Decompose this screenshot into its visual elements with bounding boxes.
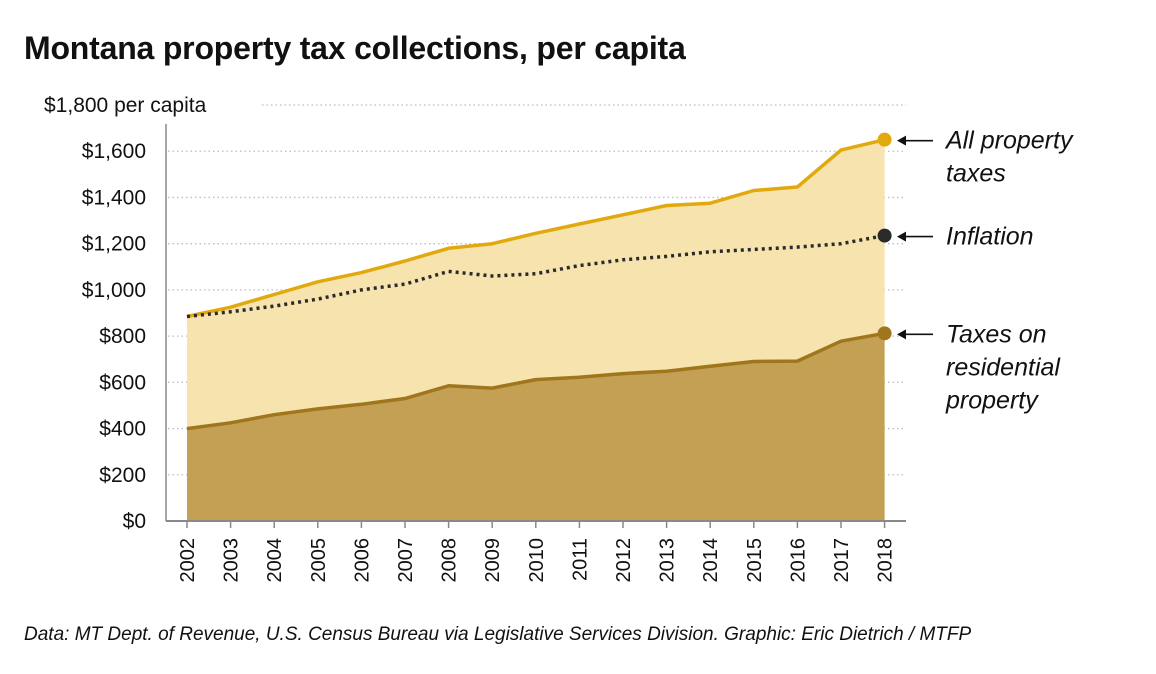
residential-taxes-point-2007 bbox=[403, 397, 407, 401]
inflation-point-2007 bbox=[403, 282, 407, 286]
inflation-point-2014 bbox=[708, 250, 712, 254]
all-property-taxes-point-2005 bbox=[316, 280, 320, 284]
residential-taxes-point-2013 bbox=[665, 369, 669, 373]
y-tick-label-600: $600 bbox=[99, 371, 146, 394]
residential-taxes-end-marker bbox=[877, 326, 892, 341]
inflation-point-2015 bbox=[752, 247, 756, 251]
residential-taxes-point-2005 bbox=[316, 407, 320, 411]
all-property-taxes-point-2016 bbox=[795, 185, 799, 189]
annotation-label-1-0: Inflation bbox=[946, 223, 1034, 251]
y-tick-label-800: $800 bbox=[99, 325, 146, 348]
x-tick-labels: 2002 2003 2004 2005 2006 2007 2008 2009 2010 2011… bbox=[177, 538, 897, 583]
inflation-point-2011 bbox=[577, 264, 581, 268]
annotation-arrowhead-1 bbox=[897, 231, 906, 242]
end-markers bbox=[877, 132, 892, 341]
all-property-taxes-point-2014 bbox=[708, 201, 712, 205]
all-property-taxes-point-2004 bbox=[272, 293, 276, 297]
inflation-point-2017 bbox=[839, 242, 843, 246]
residential-taxes-point-2008 bbox=[447, 384, 451, 388]
all-property-taxes-point-2011 bbox=[577, 222, 581, 226]
residential-taxes-area bbox=[187, 333, 885, 521]
residential-taxes-line bbox=[186, 331, 885, 431]
inflation-point-2008 bbox=[447, 269, 451, 273]
x-tick-label-2003: 2003 bbox=[221, 538, 243, 583]
x-tick-label-2004: 2004 bbox=[264, 538, 286, 583]
x-tick-label-2007: 2007 bbox=[395, 538, 417, 583]
y-tick-labels: $0 $200 $400 $600 $800 $1,000 $1,200 $1,400 $1,6… bbox=[44, 94, 207, 533]
y-tick-label-1600: $1,600 bbox=[82, 140, 146, 163]
residential-taxes-point-2003 bbox=[229, 421, 233, 425]
source-note: Data: MT Dept. of Revenue, U.S. Census B… bbox=[24, 624, 972, 645]
inflation-point-2005 bbox=[316, 297, 320, 301]
inflation-point-2004 bbox=[272, 304, 276, 308]
inflation-point-2002 bbox=[185, 314, 189, 318]
annotation-arrowhead-0 bbox=[897, 135, 906, 146]
y-tick-label-1200: $1,200 bbox=[82, 233, 146, 256]
x-tick-label-2002: 2002 bbox=[177, 538, 199, 583]
y-tick-label-1400: $1,400 bbox=[82, 186, 146, 209]
residential-taxes-point-2015 bbox=[752, 360, 756, 364]
residential-taxes-point-2014 bbox=[708, 364, 712, 368]
all-property-taxes-point-2010 bbox=[534, 231, 538, 235]
y-tick-label-400: $400 bbox=[99, 418, 146, 441]
residential-taxes-point-2009 bbox=[490, 386, 494, 390]
annotation-label-2-0: Taxes on bbox=[946, 320, 1047, 348]
residential-taxes-point-2004 bbox=[272, 413, 276, 417]
inflation-point-2003 bbox=[229, 310, 233, 314]
all-property-taxes-point-2007 bbox=[403, 259, 407, 263]
x-tick-label-2008: 2008 bbox=[439, 538, 461, 583]
residential-taxes-point-2002 bbox=[185, 427, 189, 431]
y-tick-label-0: $0 bbox=[123, 510, 146, 533]
x-tick-label-2016: 2016 bbox=[787, 538, 809, 583]
annotation-label-0-1: taxes bbox=[946, 160, 1006, 188]
all-property-taxes-end-marker bbox=[877, 132, 892, 147]
inflation-end-marker bbox=[877, 228, 892, 243]
all-property-taxes-line bbox=[186, 137, 886, 319]
residential-taxes-point-2010 bbox=[534, 378, 538, 382]
inflation-point-2009 bbox=[490, 274, 494, 278]
x-tick-label-2015: 2015 bbox=[744, 538, 766, 583]
annotation-label-2-1: residential bbox=[946, 353, 1061, 381]
x-tick-label-2005: 2005 bbox=[308, 538, 330, 583]
annotation-label-2-2: property bbox=[945, 386, 1039, 414]
x-tick-label-2006: 2006 bbox=[351, 538, 373, 583]
residential-taxes-point-2016 bbox=[795, 359, 799, 363]
all-property-taxes-point-2015 bbox=[752, 189, 756, 193]
all-property-taxes-point-2009 bbox=[490, 242, 494, 246]
residential-taxes-point-2017 bbox=[839, 339, 843, 343]
inflation-point-2013 bbox=[665, 254, 669, 258]
all-property-taxes-point-2008 bbox=[447, 246, 451, 250]
x-tick-label-2012: 2012 bbox=[613, 538, 635, 583]
x-tick-label-2010: 2010 bbox=[526, 538, 548, 583]
all-property-taxes-point-2012 bbox=[621, 213, 625, 217]
annotation-arrowhead-2 bbox=[897, 329, 906, 340]
axes bbox=[165, 124, 906, 528]
y-tick-label-1000: $1,000 bbox=[82, 279, 146, 302]
inflation-point-2010 bbox=[534, 272, 538, 276]
x-tick-label-2014: 2014 bbox=[700, 538, 722, 583]
residential-taxes-point-2011 bbox=[577, 375, 581, 379]
residential-taxes-point-2006 bbox=[359, 402, 363, 406]
x-tick-label-2011: 2011 bbox=[569, 538, 591, 581]
y-tick-label-1800: $1,800 per capita bbox=[44, 94, 207, 117]
x-tick-label-2013: 2013 bbox=[657, 538, 679, 583]
all-property-taxes-point-2003 bbox=[229, 305, 233, 309]
x-tick-label-2009: 2009 bbox=[482, 538, 504, 583]
x-tick-label-2017: 2017 bbox=[831, 538, 853, 583]
inflation-point-2016 bbox=[795, 245, 799, 249]
x-tick-label-2018: 2018 bbox=[875, 538, 897, 583]
annotations: All property taxes Inflation Taxes on reside… bbox=[897, 127, 1074, 414]
inflation-point-2006 bbox=[359, 288, 363, 292]
annotation-label-0-0: All property bbox=[944, 127, 1074, 155]
all-property-taxes-point-2013 bbox=[665, 204, 669, 208]
y-tick-label-200: $200 bbox=[99, 464, 146, 487]
all-property-taxes-point-2006 bbox=[359, 271, 363, 275]
series-lines bbox=[185, 137, 886, 431]
series-areas bbox=[187, 139, 885, 521]
residential-taxes-point-2012 bbox=[621, 372, 625, 376]
inflation-point-2012 bbox=[621, 258, 625, 262]
all-property-taxes-point-2017 bbox=[839, 148, 843, 152]
chart-title: Montana property tax collections, per ca… bbox=[24, 30, 686, 66]
